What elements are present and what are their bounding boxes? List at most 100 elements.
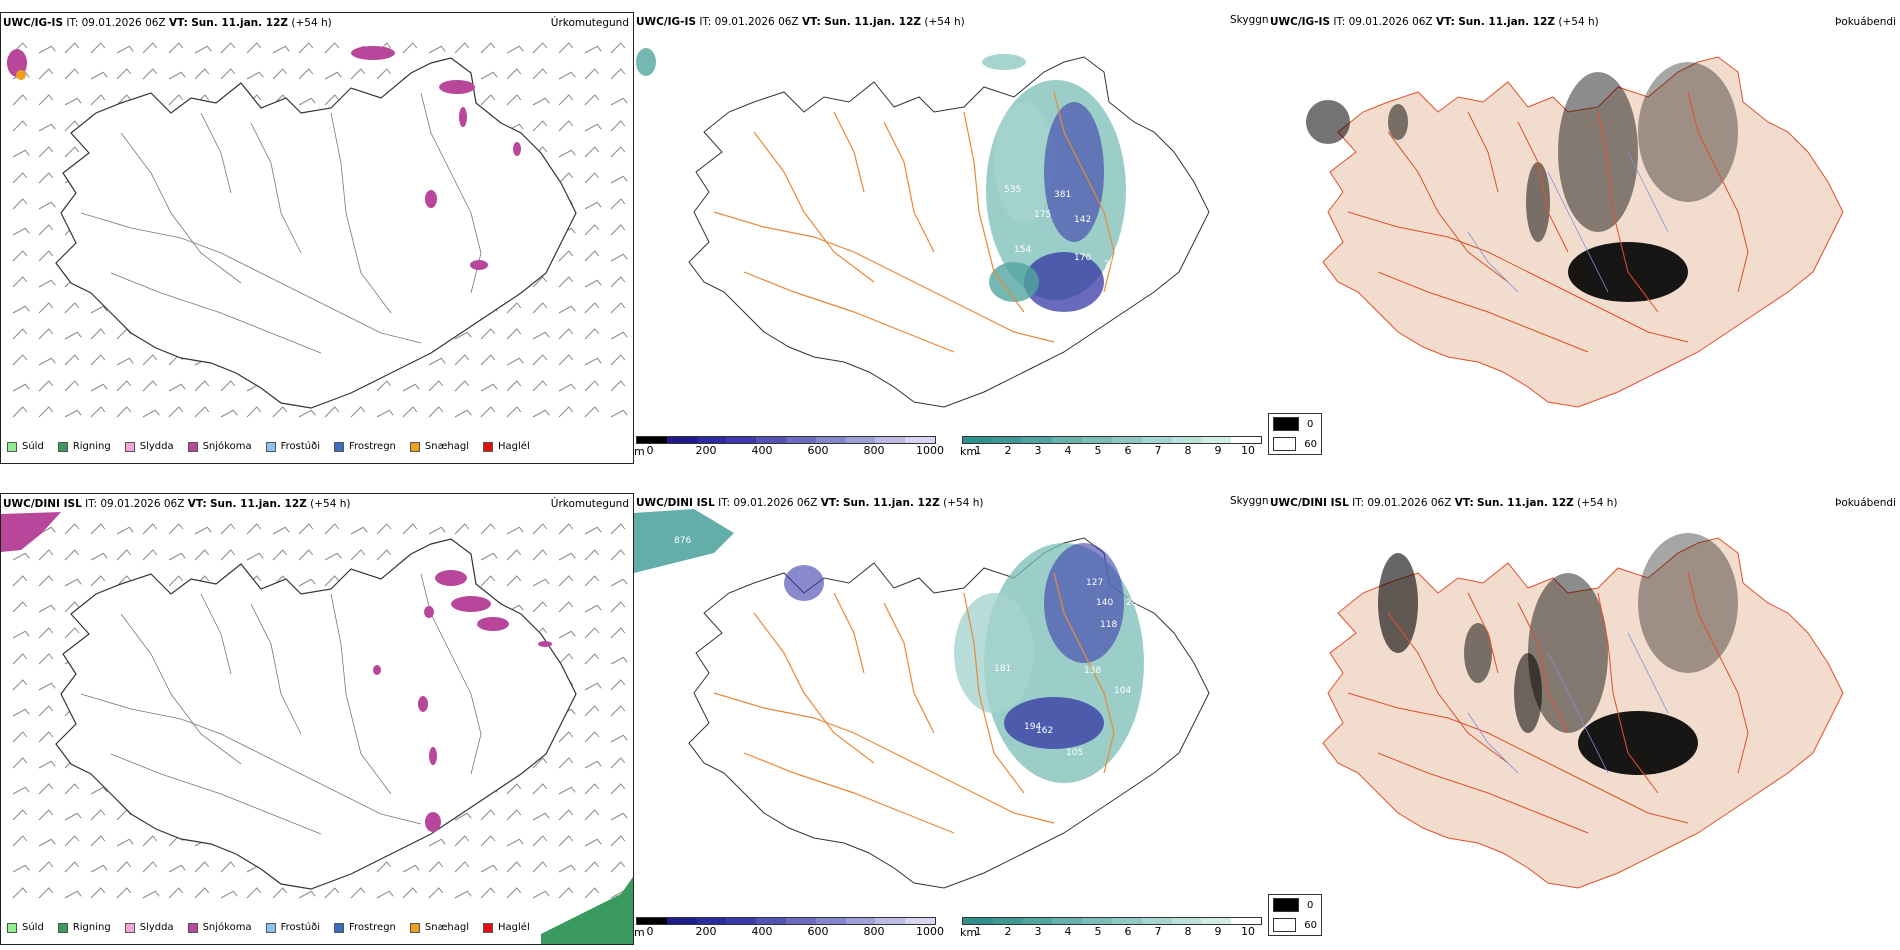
wind-barb: [610, 757, 626, 769]
wind-barb: [12, 757, 28, 769]
wind-barb: [428, 887, 444, 899]
legend-item: Haglél: [483, 441, 530, 452]
wind-barb: [220, 549, 236, 561]
fog-swatch: [1273, 898, 1299, 912]
wind-barb: [220, 380, 236, 392]
wind-barb: [116, 94, 132, 106]
wind-barb: [584, 279, 602, 288]
wind-barb: [610, 734, 628, 743]
wind-barb: [90, 864, 108, 873]
wind-barb: [480, 354, 496, 366]
wind-barb: [142, 409, 160, 418]
wind-barb: [454, 409, 472, 418]
wind-barb: [610, 783, 626, 795]
wind-barb: [142, 380, 158, 392]
wind-barb: [12, 120, 28, 132]
fog-swatch: [1273, 417, 1299, 431]
legend-swatch: [334, 441, 344, 452]
wind-barb: [610, 146, 626, 158]
wind-barb: [298, 97, 316, 106]
wind-barb: [376, 409, 394, 418]
precip-legend: Súld Rigning Slydda Snjókoma Frostúði Frostre…: [7, 441, 530, 452]
wind-barb: [142, 42, 158, 54]
wind-barb: [168, 42, 184, 54]
visibility-scale-km: 1 2 3 4 5 6 7 8 9 10 km: [960, 917, 1262, 939]
wind-barb: [64, 354, 80, 366]
wind-barb: [64, 120, 80, 132]
wind-barb: [324, 71, 342, 80]
wind-barb: [12, 731, 28, 743]
wind-barb: [38, 731, 54, 743]
visibility-label: 104: [1114, 686, 1131, 696]
wind-barb: [38, 627, 54, 639]
wind-barb: [90, 887, 106, 899]
wind-barb: [38, 250, 54, 262]
visibility-label: 62: [1064, 335, 1075, 345]
wind-barb: [480, 42, 496, 54]
wind-barb: [558, 552, 576, 561]
wind-barb: [90, 835, 106, 847]
wind-barb: [584, 627, 600, 639]
visibility-label: 289: [1126, 598, 1143, 608]
wind-barb: [558, 864, 576, 873]
wind-barb: [90, 94, 106, 106]
wind-barb: [272, 68, 288, 80]
wind-barb: [350, 68, 366, 80]
wind-barb: [506, 94, 522, 106]
wind-barb: [376, 549, 392, 561]
wind-barb: [584, 357, 602, 366]
wind-barb: [558, 250, 574, 262]
visibility-panel-ig: UWC/IG-IS IT: 09.01.2026 06Z VT: Sun. 11…: [634, 12, 1268, 464]
wind-barb: [38, 682, 56, 691]
wind-barb: [480, 835, 496, 847]
wind-barb: [558, 575, 574, 587]
panel-title: UWC/DINI ISL IT: 09.01.2026 06Z VT: Sun.…: [1270, 497, 1618, 509]
wind-barb: [558, 757, 574, 769]
wind-barb: [558, 305, 576, 314]
legend-item: Snæhagl: [409, 922, 469, 933]
wind-barb: [64, 835, 80, 847]
wind-barb: [194, 887, 210, 899]
wind-barb: [116, 526, 134, 535]
wind-barb: [480, 71, 498, 80]
wind-barb: [64, 890, 82, 899]
wind-barb: [506, 328, 522, 340]
wind-barb: [116, 380, 132, 392]
wind-barb: [90, 42, 106, 54]
wind-barb: [532, 120, 548, 132]
wind-barb: [558, 786, 576, 795]
wind-barb: [480, 809, 496, 821]
wind-barb: [454, 861, 470, 873]
wind-barb: [454, 835, 470, 847]
legend-item: Súld: [7, 922, 44, 933]
wind-barb: [506, 302, 522, 314]
wind-barb: [38, 549, 54, 561]
wind-barb: [532, 812, 550, 821]
wind-barb: [610, 120, 626, 132]
visibility-label: 162: [1036, 726, 1053, 736]
legend-swatch: [7, 441, 17, 452]
wind-barb: [506, 68, 522, 80]
panel-title: UWC/DINI ISL IT: 09.01.2026 06Z VT: Sun.…: [636, 497, 984, 509]
visibility-label: 142: [1074, 215, 1091, 225]
wind-barb: [90, 575, 106, 587]
wind-barb: [480, 523, 496, 535]
wind-barb: [116, 406, 132, 418]
wind-barb: [454, 354, 470, 366]
wind-barb: [610, 523, 626, 535]
wind-barb: [350, 406, 366, 418]
field-name: Þokuábendi: [1835, 497, 1896, 509]
wind-barb: [116, 838, 134, 847]
legend-item: Frostregn: [334, 922, 396, 933]
visibility-label: 876: [674, 536, 691, 546]
visibility-scale-m: 0 200 400 600 800 1000 m: [634, 917, 944, 939]
wind-barb: [38, 783, 54, 795]
wind-barb: [38, 705, 54, 717]
snow-areas: [1, 512, 552, 832]
wind-barb: [610, 656, 628, 665]
wind-barb: [532, 42, 548, 54]
wind-barb: [584, 809, 600, 821]
wind-barb: [506, 887, 522, 899]
wind-barb: [12, 552, 30, 561]
